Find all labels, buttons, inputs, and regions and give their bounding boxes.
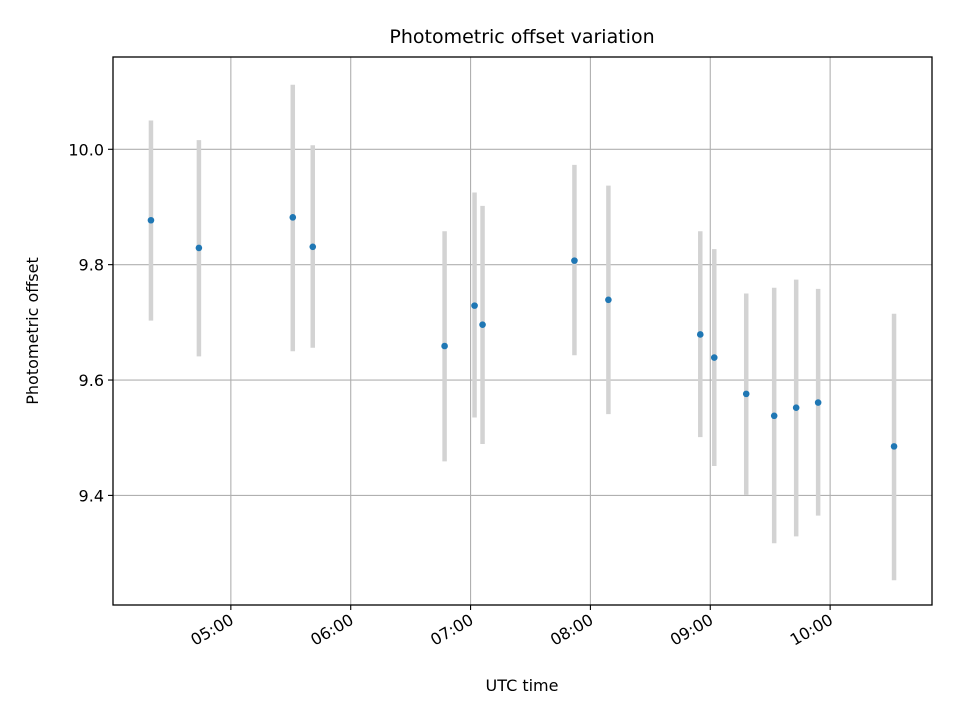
data-point: [147, 216, 155, 224]
x-axis-label: UTC time: [486, 676, 559, 695]
data-point: [471, 302, 478, 309]
y-tick-label: 9.6: [79, 371, 104, 390]
data-point: [792, 404, 800, 412]
data-point: [479, 321, 486, 328]
y-tick-label: 9.4: [79, 486, 104, 505]
data-point: [571, 257, 578, 264]
chart-title: Photometric offset variation: [389, 26, 654, 48]
data-point: [742, 390, 750, 398]
data-point: [814, 399, 822, 406]
data-point: [770, 412, 778, 420]
data-point: [195, 244, 203, 252]
data-point: [710, 354, 718, 361]
data-point: [441, 342, 448, 350]
data-point: [289, 214, 297, 221]
data-points: [147, 214, 898, 450]
y-axis-label: Photometric offset: [23, 257, 42, 405]
y-tick-label: 9.8: [79, 256, 104, 275]
data-point: [309, 243, 317, 251]
plot-frame: [112, 56, 933, 606]
data-point: [605, 296, 612, 304]
data-point: [890, 443, 898, 450]
y-tick-label: 10.0: [68, 140, 104, 159]
data-point: [696, 331, 704, 338]
